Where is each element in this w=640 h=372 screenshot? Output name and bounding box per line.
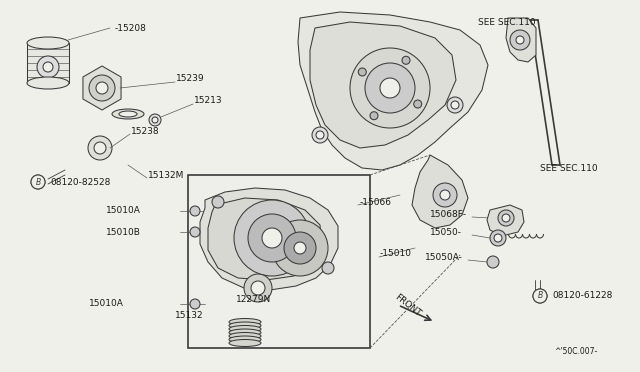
Circle shape	[234, 200, 310, 276]
Circle shape	[380, 78, 400, 98]
Circle shape	[96, 82, 108, 94]
Circle shape	[190, 299, 200, 309]
Polygon shape	[412, 155, 468, 228]
Ellipse shape	[229, 333, 261, 340]
Text: -15208: -15208	[115, 23, 147, 32]
Circle shape	[370, 112, 378, 120]
Circle shape	[272, 220, 328, 276]
Ellipse shape	[27, 77, 69, 89]
Ellipse shape	[229, 336, 261, 343]
Ellipse shape	[119, 111, 137, 117]
Circle shape	[31, 175, 45, 189]
Circle shape	[451, 101, 459, 109]
Circle shape	[190, 206, 200, 216]
Circle shape	[498, 210, 514, 226]
Polygon shape	[506, 18, 536, 62]
Circle shape	[510, 30, 530, 50]
Text: 15213: 15213	[194, 96, 223, 105]
Circle shape	[490, 230, 506, 246]
Circle shape	[358, 68, 366, 76]
Circle shape	[487, 256, 499, 268]
Text: B: B	[538, 292, 543, 301]
Text: 15010A: 15010A	[106, 205, 141, 215]
Text: B: B	[538, 292, 543, 301]
Text: -15066: -15066	[360, 198, 392, 206]
Circle shape	[89, 75, 115, 101]
Text: -15010: -15010	[380, 250, 412, 259]
Text: 15050-: 15050-	[430, 228, 462, 237]
Polygon shape	[27, 43, 69, 83]
Circle shape	[494, 234, 502, 242]
Text: B: B	[35, 177, 40, 186]
Circle shape	[413, 100, 422, 108]
Polygon shape	[487, 205, 524, 236]
Ellipse shape	[229, 329, 261, 336]
Circle shape	[251, 281, 265, 295]
Circle shape	[149, 114, 161, 126]
Polygon shape	[83, 66, 121, 110]
Bar	[188, 175, 370, 348]
Text: 15010B: 15010B	[106, 228, 141, 237]
Text: FRONT: FRONT	[393, 292, 422, 318]
Text: B: B	[35, 177, 40, 186]
Text: 15010A: 15010A	[89, 299, 124, 308]
Text: 15132M: 15132M	[148, 170, 184, 180]
Circle shape	[248, 214, 296, 262]
Text: 15239: 15239	[176, 74, 205, 83]
Text: ^'50C.007-: ^'50C.007-	[554, 347, 597, 356]
Ellipse shape	[229, 326, 261, 333]
Ellipse shape	[229, 318, 261, 326]
Text: 15068F-: 15068F-	[430, 209, 467, 218]
Polygon shape	[310, 22, 456, 148]
Circle shape	[322, 262, 334, 274]
Circle shape	[533, 289, 547, 303]
Polygon shape	[298, 12, 488, 170]
Ellipse shape	[229, 322, 261, 329]
Text: 08120-61228: 08120-61228	[552, 292, 612, 301]
Circle shape	[516, 36, 524, 44]
Circle shape	[312, 127, 328, 143]
Text: 15132: 15132	[175, 311, 204, 320]
Text: 12279N: 12279N	[236, 295, 271, 304]
Circle shape	[152, 117, 158, 123]
Ellipse shape	[27, 37, 69, 49]
Circle shape	[88, 136, 112, 160]
Circle shape	[43, 62, 53, 72]
Polygon shape	[200, 188, 338, 290]
Polygon shape	[208, 198, 322, 280]
Circle shape	[502, 214, 510, 222]
Text: SEE SEC.110: SEE SEC.110	[540, 164, 598, 173]
Ellipse shape	[229, 340, 261, 346]
Circle shape	[447, 97, 463, 113]
Text: 15050A-: 15050A-	[425, 253, 463, 263]
Circle shape	[94, 142, 106, 154]
Circle shape	[244, 274, 272, 302]
Circle shape	[350, 48, 430, 128]
Ellipse shape	[112, 109, 144, 119]
Circle shape	[262, 228, 282, 248]
Circle shape	[365, 63, 415, 113]
Circle shape	[37, 56, 59, 78]
Text: 08120-82528: 08120-82528	[50, 177, 110, 186]
Circle shape	[433, 183, 457, 207]
Circle shape	[316, 131, 324, 139]
Circle shape	[31, 175, 45, 189]
Circle shape	[294, 242, 306, 254]
Circle shape	[190, 227, 200, 237]
Circle shape	[284, 232, 316, 264]
Text: 15238: 15238	[131, 126, 159, 135]
Circle shape	[440, 190, 450, 200]
Circle shape	[402, 56, 410, 64]
Circle shape	[212, 196, 224, 208]
Text: SEE SEC.110: SEE SEC.110	[478, 17, 536, 26]
Circle shape	[533, 289, 547, 303]
